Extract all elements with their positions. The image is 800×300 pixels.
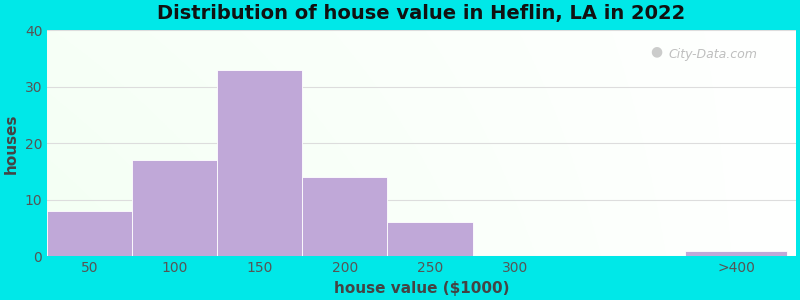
X-axis label: house value ($1000): house value ($1000) (334, 281, 510, 296)
Title: Distribution of house value in Heflin, LA in 2022: Distribution of house value in Heflin, L… (158, 4, 686, 23)
Bar (387, 223, 473, 256)
Bar (302, 177, 387, 256)
Text: ●: ● (650, 44, 662, 58)
Bar (47, 211, 132, 256)
Text: City-Data.com: City-Data.com (669, 48, 758, 62)
Y-axis label: houses: houses (4, 113, 19, 174)
Bar (132, 160, 218, 256)
Bar (686, 251, 787, 256)
Bar (218, 70, 302, 256)
